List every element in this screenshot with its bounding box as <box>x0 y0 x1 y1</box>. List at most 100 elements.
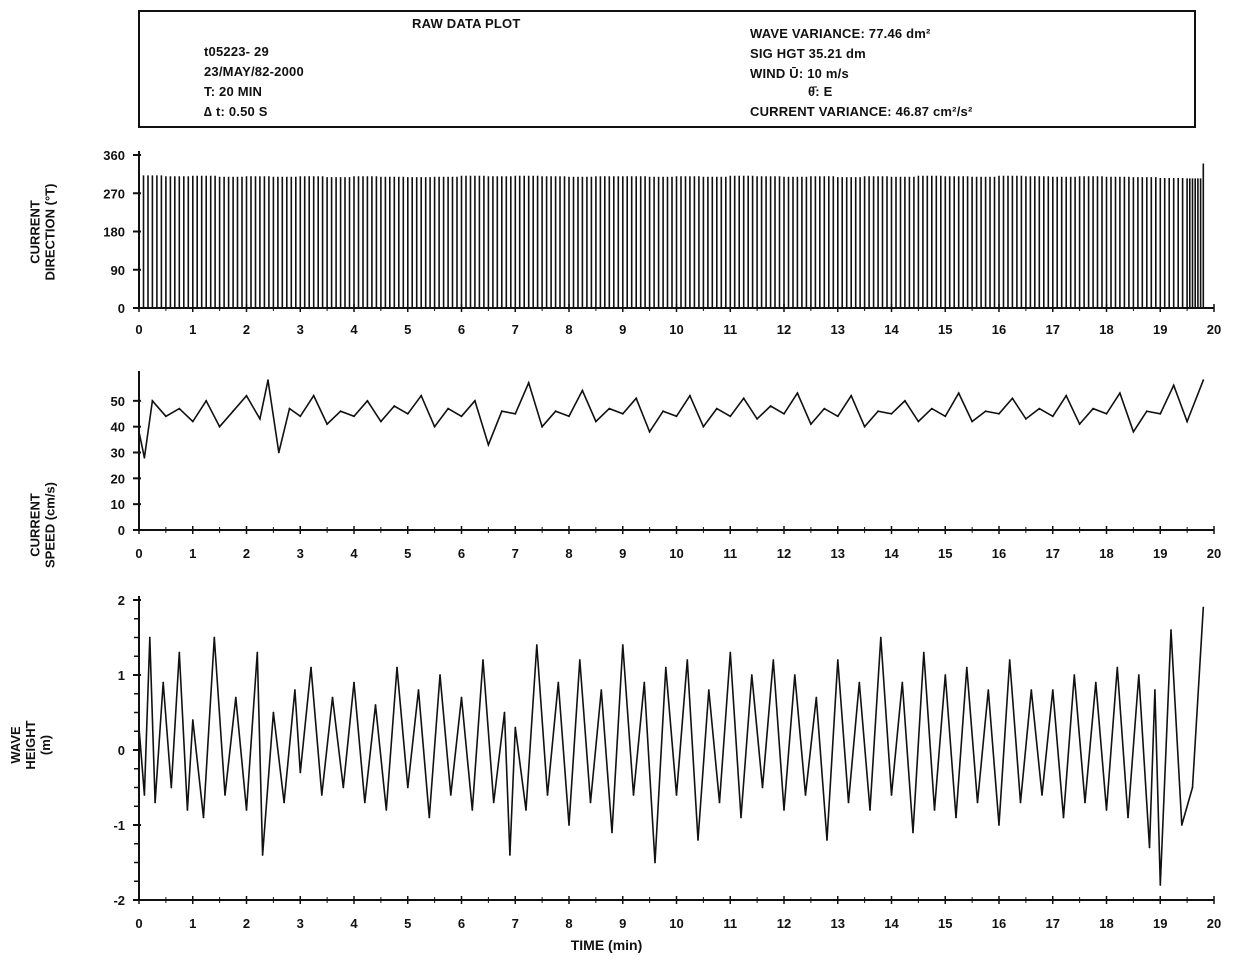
current-direction-x-tick-label: 8 <box>565 322 572 337</box>
wave-height-data-point <box>1030 689 1033 691</box>
wave-height-data-point <box>901 681 904 684</box>
wave-height-data-point <box>955 816 957 819</box>
wave-height-x-tick-label: 14 <box>884 916 899 931</box>
wave-height-data-point <box>1159 884 1162 886</box>
current-speed-data-point <box>447 407 449 410</box>
current-direction-x-tick-label: 18 <box>1099 322 1113 337</box>
current-speed-x-tick-label: 8 <box>565 546 572 561</box>
current-speed-data-point <box>487 443 490 446</box>
current-direction-y-axis-label: CURRENT DIRECTION (°T) <box>28 184 58 281</box>
wave-height-data-point <box>1180 824 1183 826</box>
wave-height-data-point <box>385 809 388 811</box>
wave-height-data-point <box>224 794 226 796</box>
current-speed-x-tick-label: 3 <box>297 546 304 561</box>
wave-height-x-tick-label: 6 <box>458 916 465 931</box>
wave-height-data-point <box>1202 606 1205 609</box>
wave-height-data-point <box>879 636 882 639</box>
current-speed-data-point <box>232 410 235 413</box>
current-speed-data-point <box>689 394 691 397</box>
wave-height-data-point <box>525 809 527 811</box>
wave-height-data-point <box>202 816 205 819</box>
wave-height-data-point <box>1170 629 1172 631</box>
wave-height-series-line <box>138 607 1205 886</box>
current-direction-y-tick-label: 360 <box>103 148 125 163</box>
current-speed-data-point <box>863 425 866 428</box>
current-direction-x-tick-label: 13 <box>831 322 845 337</box>
wave-height-y-axis-label: WAVE HEIGHT (m) <box>8 720 53 769</box>
wave-height-data-point <box>729 651 732 654</box>
current-speed-x-tick-label: 14 <box>884 546 899 561</box>
wave-height-data-point <box>148 636 151 639</box>
current-speed-data-point <box>514 412 517 415</box>
current-speed-data-point <box>1025 418 1027 420</box>
current-speed-data-point <box>1105 412 1108 415</box>
wave-height-data-point <box>686 659 689 661</box>
current-speed-x-tick-label: 15 <box>938 546 952 561</box>
current-direction-x-tick-label: 20 <box>1207 322 1221 337</box>
wave-height-data-point <box>793 674 796 676</box>
current-speed-data-point <box>1202 379 1205 382</box>
current-speed-data-point <box>568 415 570 418</box>
wave-height-data-point <box>143 794 146 796</box>
current-speed-data-point <box>205 399 208 402</box>
wave-height-data-point <box>697 839 699 841</box>
wave-height-data-point <box>1154 689 1156 691</box>
wave-height-y-tick-label: 0 <box>118 743 125 758</box>
current-direction-y-axis-label-line: DIRECTION (°T) <box>43 184 58 281</box>
wave-height-x-tick-label: 0 <box>135 916 142 931</box>
current-speed-data-point <box>756 418 758 420</box>
current-speed-x-tick-label: 2 <box>243 546 250 561</box>
wave-height-data-point <box>294 689 296 691</box>
current-direction-y-tick-label: 0 <box>118 301 125 316</box>
current-speed-x-tick-label: 18 <box>1099 546 1113 561</box>
current-speed-x-tick-label: 20 <box>1207 546 1221 561</box>
current-speed-data-point <box>957 392 960 394</box>
current-speed-data-point <box>635 397 638 400</box>
wave-height-x-tick-label: 13 <box>831 916 845 931</box>
current-speed-data-point <box>1051 415 1054 418</box>
wave-height-data-point <box>213 636 216 639</box>
current-direction-x-tick-label: 6 <box>458 322 465 337</box>
wave-height-data-point <box>138 726 140 729</box>
current-speed-data-point <box>393 405 396 407</box>
current-speed-y-axis-label-line: CURRENT <box>28 493 43 557</box>
current-speed-x-tick-label: 12 <box>777 546 791 561</box>
current-speed-y-tick-label: 50 <box>111 394 125 409</box>
wave-height-data-point <box>750 674 753 676</box>
current-direction-x-tick-label: 14 <box>884 322 899 337</box>
current-speed-data-point <box>729 415 732 418</box>
current-speed-data-point <box>1011 397 1014 400</box>
wave-height-data-point <box>162 681 165 684</box>
current-speed-data-point <box>702 425 705 428</box>
wave-height-y-axis-label-line: WAVE <box>8 726 23 764</box>
wave-height-data-point <box>535 644 538 646</box>
run-date: 23/MAY/82-2000 <box>204 64 304 79</box>
wave-height-data-point <box>331 696 334 699</box>
current-speed-data-point <box>527 381 530 384</box>
wave-height-data-point <box>245 809 248 811</box>
current-direction-x-tick-label: 5 <box>404 322 411 337</box>
current-speed-data-point <box>339 410 342 413</box>
current-direction-x-tick-label: 19 <box>1153 322 1167 337</box>
current-speed-x-tick-label: 16 <box>992 546 1006 561</box>
current-speed-x-tick-label: 11 <box>723 546 737 561</box>
wave-height-x-tick-label: 4 <box>350 916 358 931</box>
current-speed-data-point <box>904 399 906 402</box>
current-speed-data-point <box>541 425 543 428</box>
wave-height-data-point <box>439 674 441 676</box>
current-speed-data-point <box>984 410 987 413</box>
plot-title: RAW DATA PLOT <box>412 16 521 31</box>
current-direction-series-line <box>138 163 1205 308</box>
current-speed-data-point <box>595 420 597 423</box>
current-speed-data-point <box>810 423 812 425</box>
current-speed-data-point <box>554 410 557 413</box>
wave-height-data-point <box>933 809 936 811</box>
current-speed-data-point <box>675 415 678 418</box>
record-duration: T: 20 MIN <box>204 84 263 99</box>
wave-height-data-point <box>772 659 775 661</box>
wave-height-data-point <box>1008 659 1011 661</box>
wave-height-data-point <box>557 681 560 684</box>
significant-height: SIG HGT 35.21 dm <box>750 46 866 61</box>
wave-height-data-point <box>654 861 656 864</box>
wave-height-data-point <box>1127 816 1129 819</box>
